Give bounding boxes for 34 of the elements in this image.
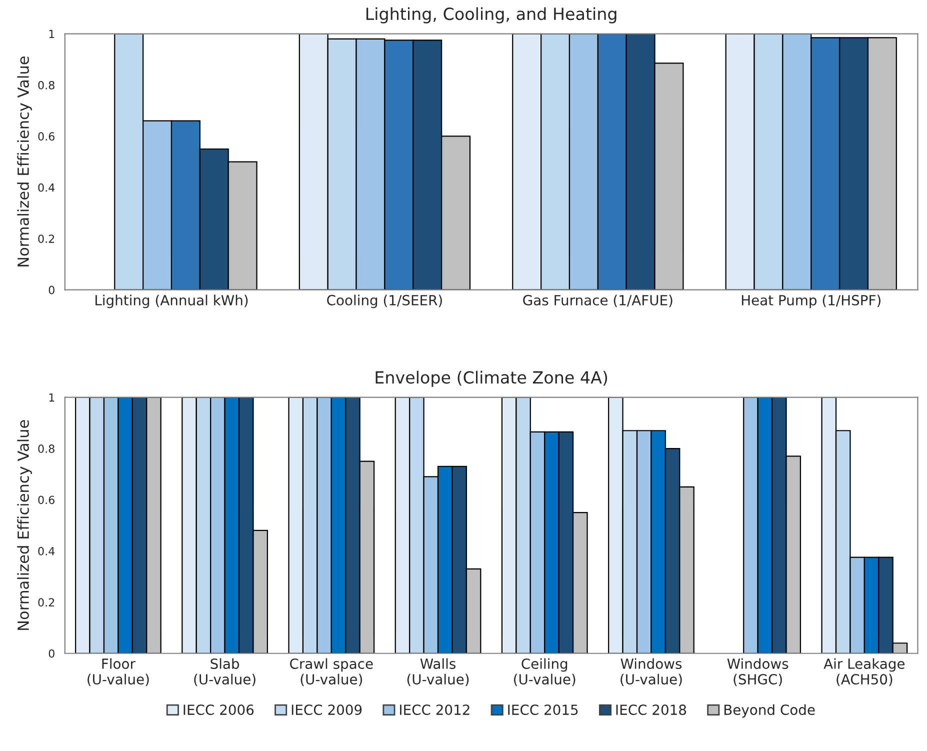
x-tick-label: Windows (SHGC) <box>727 658 788 686</box>
x-tick-label: Cooling (1/SEER) <box>327 294 442 308</box>
y-tick-label: 0 <box>48 286 54 294</box>
legend-label: IECC 2009 <box>292 704 362 716</box>
y-tick-label: 0.4 <box>38 546 55 556</box>
x-tick-label: Lighting (Annual kWh) <box>96 294 248 308</box>
x-tick-label: Slab (U-value) <box>194 658 256 686</box>
chart-title: Envelope (Climate Zone 4A) <box>376 370 608 387</box>
y-tick-label: 0 <box>48 649 54 658</box>
x-tick-label: Crawl space (U-value) <box>290 658 373 686</box>
legend-label: IECC 2015 <box>508 704 578 716</box>
y-axis-title: Normalized Efficiency Value <box>17 420 32 630</box>
x-tick-label: Heat Pump (1/HSPF) <box>742 294 880 308</box>
x-tick-label: Ceiling (U-value) <box>514 658 576 686</box>
y-tick-label: 0.6 <box>38 132 54 141</box>
y-tick-label: 0.2 <box>38 598 54 607</box>
chart-title: Lighting, Cooling, and Heating <box>366 7 616 24</box>
x-tick-label: Air Leakage (ACH50) <box>824 658 905 686</box>
legend-label: IECC 2006 <box>184 704 254 716</box>
legend-label: Beyond Code <box>724 704 815 718</box>
x-tick-label: Walls (U-value) <box>407 658 469 686</box>
y-tick-label: 0.6 <box>38 496 54 504</box>
y-tick-label: 1 <box>49 30 54 38</box>
legend-label: IECC 2012 <box>400 704 470 716</box>
y-tick-label: 1 <box>49 393 54 402</box>
x-tick-label: Gas Furnace (1/AFUE) <box>523 294 672 308</box>
y-tick-label: 0.4 <box>38 183 55 192</box>
y-axis-title: Normalized Efficiency Value <box>17 56 32 266</box>
x-tick-label: Windows (U-value) <box>620 658 682 686</box>
legend-label: IECC 2018 <box>616 704 686 716</box>
y-tick-label: 0.2 <box>38 234 54 243</box>
x-tick-label: Floor (U-value) <box>88 658 149 686</box>
y-tick-label: 0.8 <box>38 80 54 90</box>
y-tick-label: 0.8 <box>38 444 54 453</box>
